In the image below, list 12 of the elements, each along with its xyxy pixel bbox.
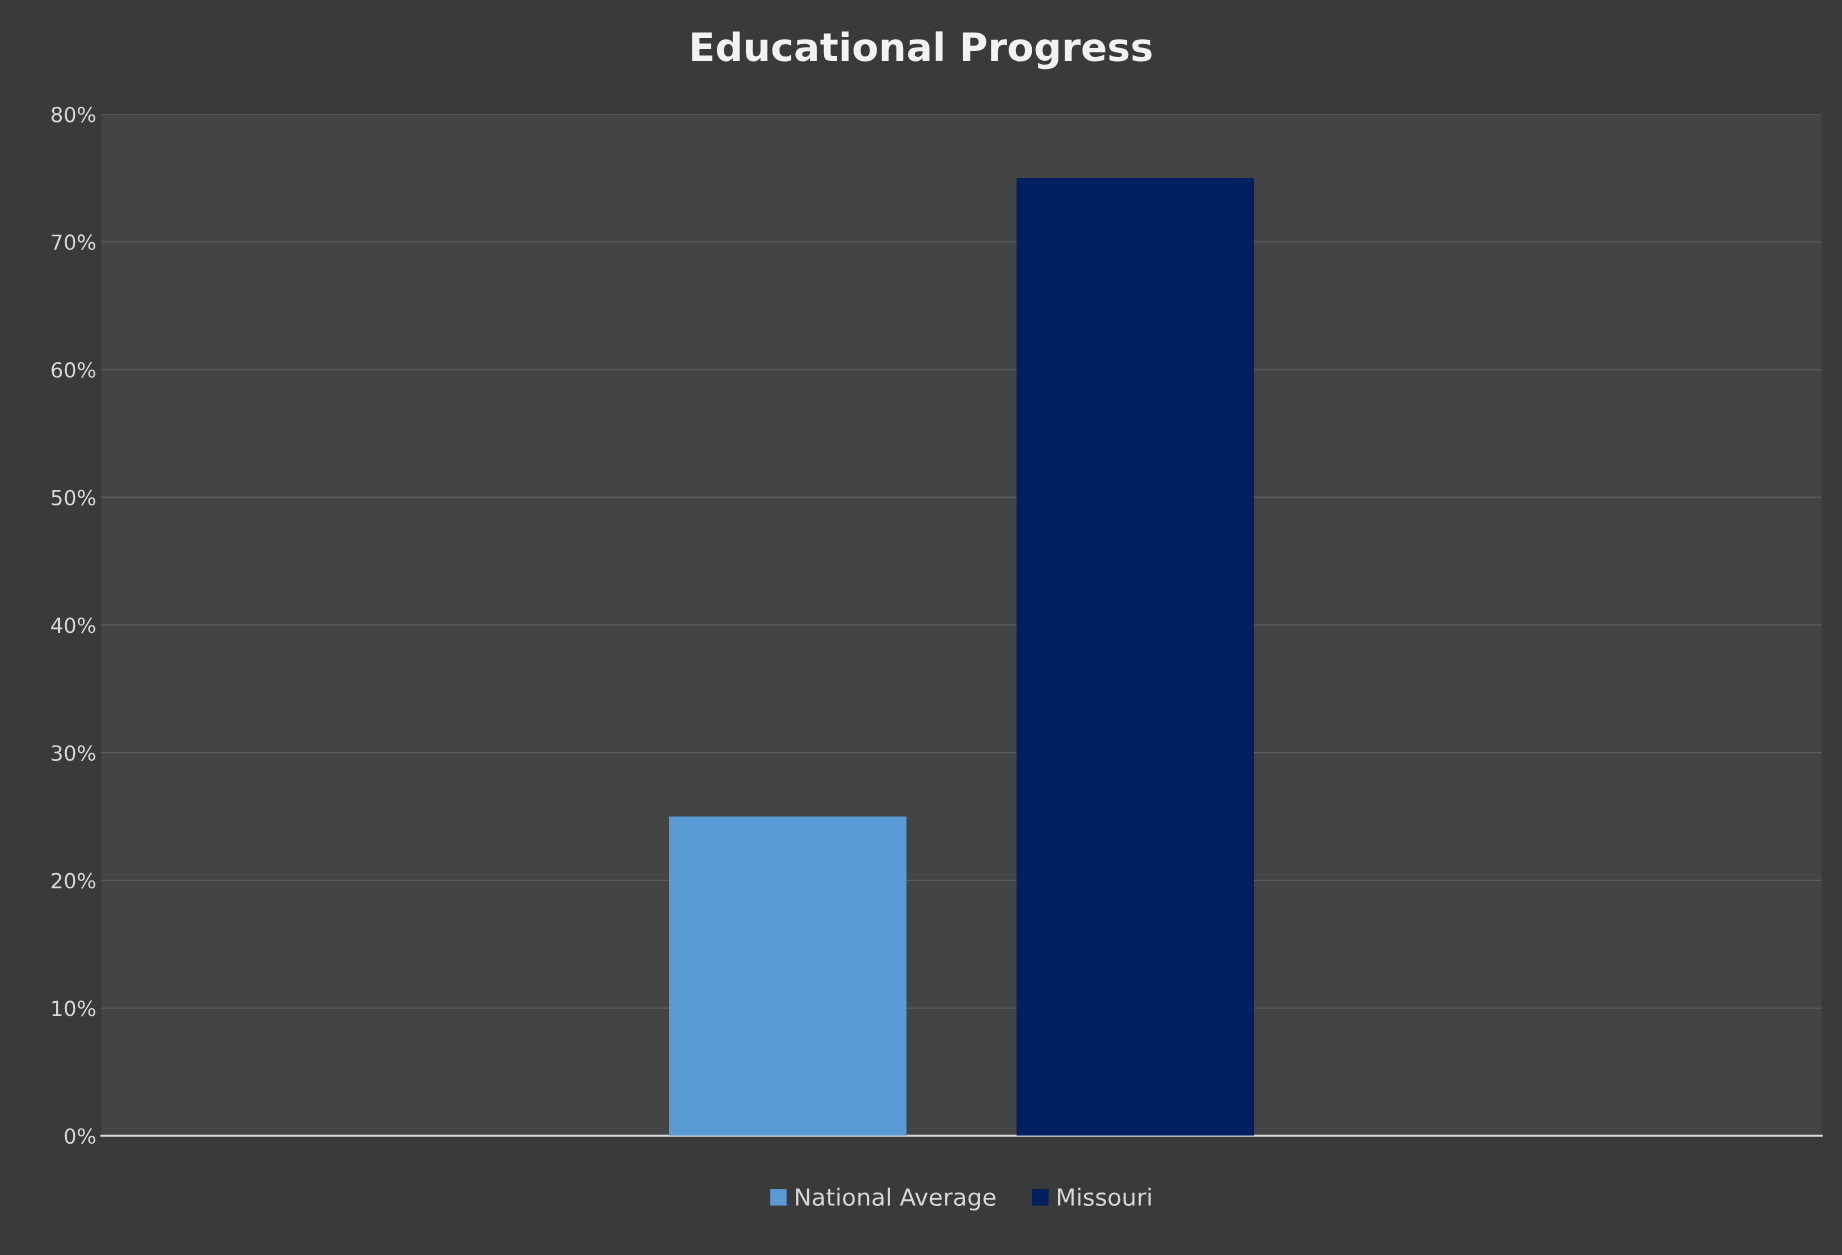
y-tick-label: 40% [51,617,96,634]
y-tick-label: 60% [51,362,96,378]
y-tick-label: 30% [51,745,96,761]
y-tick-label: 0% [64,1128,96,1144]
legend-label: Missouri [1057,1187,1151,1206]
y-tick-label: 20% [51,872,96,889]
y-tick-label: 50% [51,489,96,506]
chart-title: Educational Progress [692,31,1152,70]
y-tick-label: 10% [52,1000,96,1017]
y-tick-label: 70% [51,234,96,251]
y-tick-label: 80% [51,106,96,123]
legend-label: National Average [796,1187,996,1211]
